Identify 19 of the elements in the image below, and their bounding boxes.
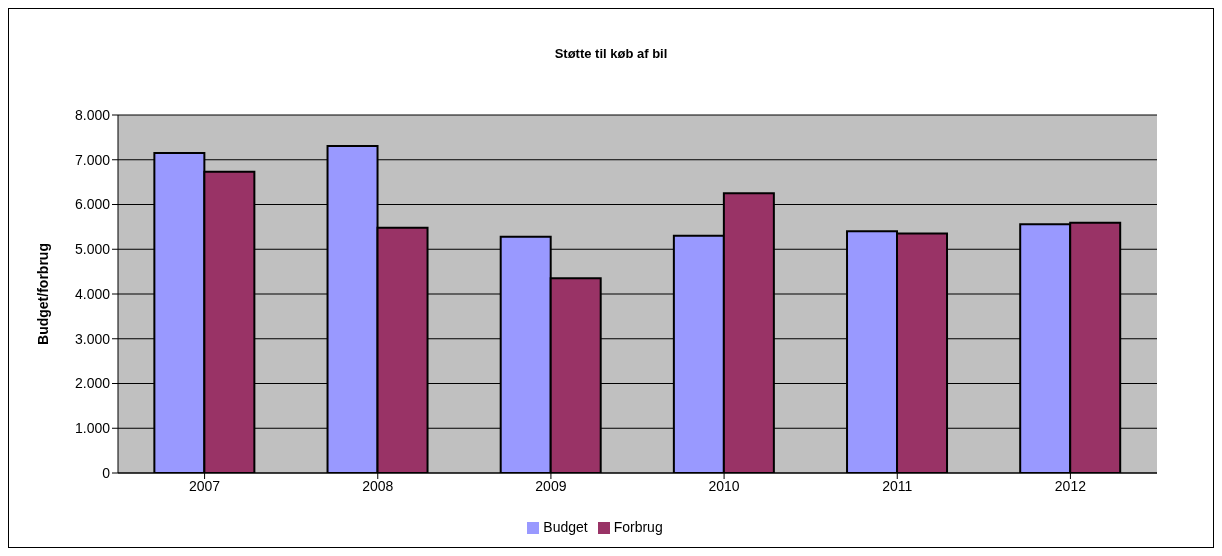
y-tick-label: 6.000: [74, 196, 111, 213]
y-tick-label: 7.000: [74, 151, 111, 168]
y-tick-label: 5.000: [74, 241, 111, 258]
y-axis-title: Budget/forbrug: [34, 243, 51, 345]
y-tick-label: 8.000: [74, 106, 111, 123]
x-tick-label: 2008: [362, 477, 394, 494]
y-tick-label: 4.000: [74, 285, 111, 302]
chart-title: Støtte til køb af bil: [553, 46, 669, 61]
x-tick-label: 2011: [882, 477, 913, 494]
y-tick-label: 1.000: [74, 420, 111, 437]
x-tick-label: 2012: [1054, 477, 1087, 494]
y-tick-label: 0: [102, 464, 111, 481]
x-tick-label: 2010: [708, 477, 740, 494]
x-tick-label: 2009: [535, 477, 567, 494]
y-tick-label: 2.000: [74, 375, 111, 392]
legend-label: Forbrug: [613, 519, 663, 535]
legend-label: Budget: [543, 519, 588, 535]
x-tick-label: 2007: [189, 477, 221, 494]
y-tick-label: 3.000: [74, 330, 111, 347]
